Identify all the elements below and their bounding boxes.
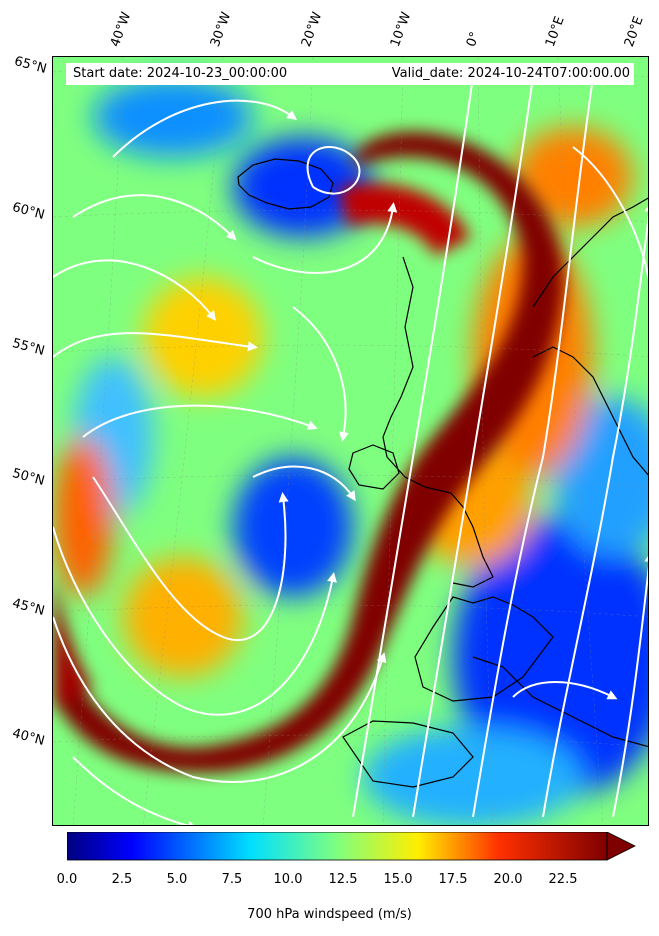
streamlines bbox=[53, 72, 648, 825]
lat-label-55n: 55°N bbox=[10, 336, 47, 359]
colorbar-tick: 17.5 bbox=[438, 872, 468, 887]
colorbar-tick: 0.0 bbox=[56, 872, 78, 887]
colorbar-tick: 2.5 bbox=[111, 872, 133, 887]
wind-speed-field bbox=[53, 57, 648, 825]
lat-label-40n: 40°N bbox=[10, 726, 47, 749]
lon-label-20e: 20°E bbox=[621, 14, 647, 50]
lon-label-0: 0° bbox=[463, 29, 484, 49]
lat-label-65n: 65°N bbox=[12, 54, 49, 77]
colorbar-tick: 10.0 bbox=[273, 872, 303, 887]
colorbar-tick: 7.5 bbox=[221, 872, 243, 887]
colorbar-label: 700 hPa windspeed (m/s) bbox=[247, 907, 412, 922]
colorbar-tick: 20.0 bbox=[493, 872, 523, 887]
start-date-text: Start date: 2024-10-23_00:00:00 bbox=[73, 66, 288, 81]
lon-label-10w: 10°W bbox=[387, 10, 415, 49]
lon-label-30w: 30°W bbox=[207, 10, 235, 49]
lon-label-10e: 10°E bbox=[542, 14, 568, 50]
valid-date-text: Valid_date: 2024-10-24T07:00:00.00 bbox=[391, 66, 630, 81]
colorbar-tick: 5.0 bbox=[166, 872, 188, 887]
wind-speed-map bbox=[52, 56, 649, 826]
colorbar-gradient bbox=[67, 832, 608, 861]
colorbar bbox=[67, 832, 636, 861]
lat-label-50n: 50°N bbox=[10, 466, 47, 489]
date-header: Start date: 2024-10-23_00:00:00 Valid_da… bbox=[66, 63, 634, 85]
colorbar-extend-arrow bbox=[606, 832, 636, 861]
colorbar-tick: 12.5 bbox=[328, 872, 358, 887]
lat-label-45n: 45°N bbox=[10, 596, 47, 619]
colorbar-tick: 15.0 bbox=[383, 872, 413, 887]
colorbar-tick: 22.5 bbox=[548, 872, 578, 887]
lat-label-60n: 60°N bbox=[10, 200, 47, 223]
lon-label-40w: 40°W bbox=[107, 10, 135, 49]
coastlines bbox=[237, 158, 648, 788]
lon-label-20w: 20°W bbox=[298, 10, 326, 49]
